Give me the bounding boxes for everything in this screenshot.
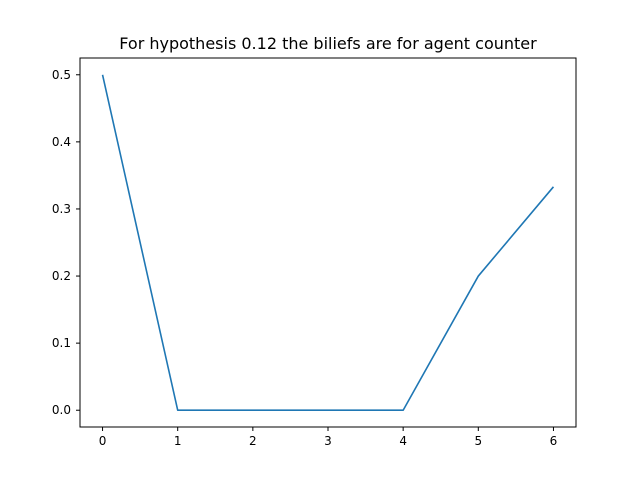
x-tick-label: 0 xyxy=(99,434,107,448)
plot-area xyxy=(101,74,555,412)
x-tick-label: 5 xyxy=(474,434,482,448)
y-tick-label: 0.2 xyxy=(52,269,71,283)
x-tick-label: 4 xyxy=(399,434,407,448)
y-tick-label: 0.4 xyxy=(52,135,71,149)
chart-title: For hypothesis 0.12 the biliefs are for … xyxy=(119,34,537,53)
y-tick-label: 0.1 xyxy=(52,336,71,350)
y-tick-label: 0.5 xyxy=(52,68,71,82)
x-axis: 0 1 2 3 4 5 6 xyxy=(99,427,558,448)
series-line-1 xyxy=(101,74,555,412)
x-tick-label: 6 xyxy=(550,434,558,448)
y-axis: 0.0 0.1 0.2 0.3 0.4 0.5 xyxy=(52,68,80,417)
y-tick-label: 0.3 xyxy=(52,202,71,216)
x-tick-label: 2 xyxy=(249,434,257,448)
x-tick-label: 1 xyxy=(174,434,182,448)
y-tick-label: 0.0 xyxy=(52,403,71,417)
x-tick-label: 3 xyxy=(324,434,332,448)
